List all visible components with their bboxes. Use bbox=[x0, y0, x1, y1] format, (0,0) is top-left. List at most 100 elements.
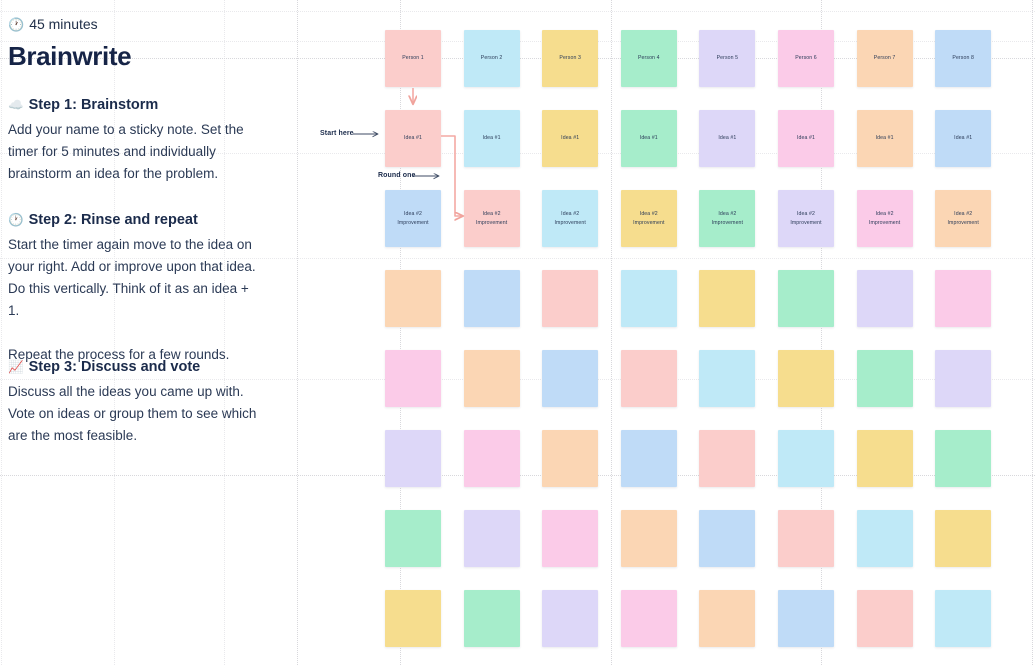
sticky-note-label: Idea #1 bbox=[718, 135, 737, 142]
sticky-note[interactable] bbox=[699, 590, 756, 647]
sticky-note[interactable] bbox=[463, 270, 520, 327]
sticky-note[interactable] bbox=[699, 430, 756, 487]
sticky-note[interactable]: Idea #1 bbox=[699, 110, 756, 167]
sticky-note[interactable] bbox=[463, 590, 520, 647]
step-3-heading-text: Step 3: Discuss and vote bbox=[28, 359, 201, 375]
sticky-note[interactable]: Idea #1 bbox=[542, 110, 599, 167]
sticky-note[interactable]: Idea #1 bbox=[385, 110, 441, 167]
timer-label: 🕐 45 minutes bbox=[8, 17, 98, 31]
sticky-note[interactable] bbox=[778, 590, 834, 647]
sticky-note-label: Idea #2 Improvement bbox=[947, 211, 979, 226]
sticky-note[interactable]: Idea #2 Improvement bbox=[699, 190, 756, 247]
sticky-note[interactable]: Idea #1 bbox=[778, 110, 834, 167]
sticky-note[interactable] bbox=[856, 270, 913, 327]
sticky-note[interactable] bbox=[778, 510, 834, 567]
round-one-label: Round one bbox=[378, 172, 416, 179]
sticky-note-label: Idea #2 Improvement bbox=[475, 211, 508, 226]
sticky-note[interactable] bbox=[542, 350, 599, 407]
sticky-note[interactable] bbox=[935, 510, 992, 567]
sticky-note-label: Person 1 bbox=[402, 55, 424, 62]
sticky-note-label: Idea #2 Improvement bbox=[633, 211, 665, 226]
step-1-block: ☁️ Step 1: Brainstorm Add your name to a… bbox=[8, 97, 258, 185]
step-2-heading: 🕐 Step 2: Rinse and repeat bbox=[8, 212, 258, 229]
sticky-note-label: Person 7 bbox=[873, 55, 896, 62]
sticky-note-label: Idea #1 bbox=[875, 135, 894, 142]
sticky-note-label: Person 4 bbox=[638, 55, 660, 62]
sticky-note[interactable]: Idea #2 Improvement bbox=[385, 190, 441, 247]
sticky-note[interactable] bbox=[699, 270, 756, 327]
step-1-heading: ☁️ Step 1: Brainstorm bbox=[8, 97, 258, 114]
sticky-note[interactable] bbox=[620, 430, 677, 487]
sticky-note[interactable] bbox=[699, 510, 756, 567]
sticky-note[interactable]: Person 4 bbox=[620, 30, 677, 87]
sticky-note-label: Person 5 bbox=[716, 55, 739, 62]
sticky-note[interactable] bbox=[935, 270, 992, 327]
sticky-note-label: Idea #2 Improvement bbox=[397, 211, 429, 226]
sticky-note[interactable] bbox=[778, 270, 834, 327]
sticky-note[interactable] bbox=[778, 430, 834, 487]
sticky-note[interactable]: Person 6 bbox=[778, 30, 834, 87]
sticky-note-label: Idea #1 bbox=[639, 135, 658, 142]
sticky-note[interactable] bbox=[856, 350, 913, 407]
sticky-note-label: Idea #1 bbox=[403, 135, 422, 142]
sticky-note[interactable] bbox=[778, 350, 834, 407]
sticky-note[interactable] bbox=[620, 350, 677, 407]
clock-icon: 🕐 bbox=[8, 16, 25, 32]
sticky-note[interactable] bbox=[385, 590, 441, 647]
sticky-note[interactable] bbox=[856, 430, 913, 487]
sticky-note[interactable] bbox=[463, 510, 520, 567]
step-1-body: Add your name to a sticky note. Set the … bbox=[8, 122, 244, 182]
cloud-icon: ☁️ bbox=[8, 98, 24, 113]
sticky-note[interactable] bbox=[856, 510, 913, 567]
sticky-note[interactable]: Person 5 bbox=[699, 30, 756, 87]
step-3-heading: 📈 Step 3: Discuss and vote bbox=[8, 359, 258, 376]
sticky-note-label: Idea #2 Improvement bbox=[711, 211, 744, 226]
sticky-note[interactable] bbox=[620, 270, 677, 327]
sticky-note[interactable] bbox=[542, 430, 599, 487]
sticky-note[interactable]: Person 8 bbox=[935, 30, 992, 87]
page-title: Brainwrite bbox=[8, 41, 132, 71]
sticky-note[interactable] bbox=[935, 430, 992, 487]
sticky-note[interactable]: Idea #2 Improvement bbox=[463, 190, 520, 247]
sticky-note[interactable] bbox=[699, 350, 756, 407]
sticky-note[interactable]: Idea #1 bbox=[620, 110, 677, 167]
sticky-note[interactable]: Person 7 bbox=[856, 30, 913, 87]
sticky-note-label: Idea #2 Improvement bbox=[868, 211, 901, 226]
guide-vertical bbox=[611, 0, 612, 665]
sticky-note[interactable]: Idea #1 bbox=[935, 110, 992, 167]
sticky-note[interactable] bbox=[385, 350, 441, 407]
sticky-note[interactable] bbox=[385, 510, 441, 567]
sticky-note[interactable]: Person 3 bbox=[542, 30, 599, 87]
sticky-note-label: Idea #1 bbox=[954, 135, 973, 142]
sticky-note[interactable]: Idea #2 Improvement bbox=[620, 190, 677, 247]
step-2-heading-text: Step 2: Rinse and repeat bbox=[28, 212, 198, 228]
step-3-body: Discuss all the ideas you came up with. … bbox=[8, 384, 257, 444]
sticky-note[interactable] bbox=[856, 590, 913, 647]
step-1-heading-text: Step 1: Brainstorm bbox=[28, 97, 159, 113]
sticky-note[interactable] bbox=[463, 430, 520, 487]
sticky-note[interactable] bbox=[542, 510, 599, 567]
sticky-note[interactable] bbox=[620, 590, 677, 647]
sticky-note[interactable] bbox=[935, 590, 992, 647]
sticky-note[interactable] bbox=[935, 350, 992, 407]
sticky-note-label: Person 3 bbox=[559, 55, 581, 62]
sticky-note[interactable]: Person 1 bbox=[385, 30, 441, 87]
sticky-note[interactable]: Person 2 bbox=[463, 30, 520, 87]
chart-increasing-icon: 📈 bbox=[8, 360, 24, 375]
sticky-note[interactable] bbox=[385, 430, 441, 487]
sticky-note[interactable]: Idea #2 Improvement bbox=[778, 190, 834, 247]
step-2-body: Start the timer again move to the idea o… bbox=[8, 237, 256, 363]
sticky-note[interactable] bbox=[620, 510, 677, 567]
sticky-note[interactable] bbox=[542, 270, 599, 327]
sticky-note-label: Person 8 bbox=[952, 55, 974, 62]
sticky-note[interactable]: Idea #2 Improvement bbox=[935, 190, 992, 247]
sticky-note[interactable]: Idea #1 bbox=[856, 110, 913, 167]
sticky-note[interactable]: Idea #2 Improvement bbox=[542, 190, 599, 247]
sticky-note[interactable] bbox=[542, 590, 599, 647]
step-3-block: 📈 Step 3: Discuss and vote Discuss all t… bbox=[8, 359, 258, 447]
sticky-note[interactable]: Idea #1 bbox=[463, 110, 520, 167]
sticky-note[interactable]: Idea #2 Improvement bbox=[856, 190, 913, 247]
sticky-note[interactable] bbox=[463, 350, 520, 407]
sticky-note[interactable] bbox=[385, 270, 441, 327]
timer-text: 45 minutes bbox=[29, 16, 98, 32]
